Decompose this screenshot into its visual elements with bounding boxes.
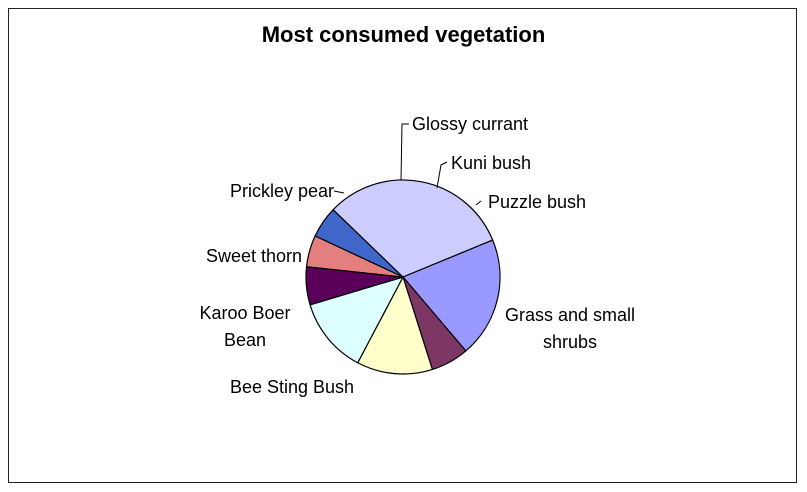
leader-line [400, 123, 409, 181]
slice-label: Sweet thorn [206, 246, 302, 266]
pie-slice-sweet-thorn [356, 275, 434, 375]
slice-labels: Puzzle bush Grass and small shrubs Bee Stin… [199, 114, 635, 397]
pie-slice-grass-and-small-shrubs [332, 179, 494, 278]
slice-label: Prickley pear [230, 181, 334, 201]
pie-slice-kuni-bush [305, 235, 404, 278]
leader-lines [333, 123, 482, 206]
pie-slice-bee-sting-bush [402, 239, 501, 352]
leader-line [475, 200, 482, 206]
chart-title: Most consumed vegetation [261, 22, 546, 47]
leader-line [436, 161, 448, 189]
leader-line [333, 190, 345, 194]
slice-label: Karoo Boer Bean [199, 303, 290, 350]
pie-slices [305, 179, 501, 375]
slice-label: Glossy currant [412, 114, 528, 134]
slice-label: Bee Sting Bush [230, 377, 354, 397]
slice-label: Grass and small shrubs [505, 305, 635, 352]
slice-label: Kuni bush [451, 153, 531, 173]
slice-label: Puzzle bush [488, 192, 586, 212]
